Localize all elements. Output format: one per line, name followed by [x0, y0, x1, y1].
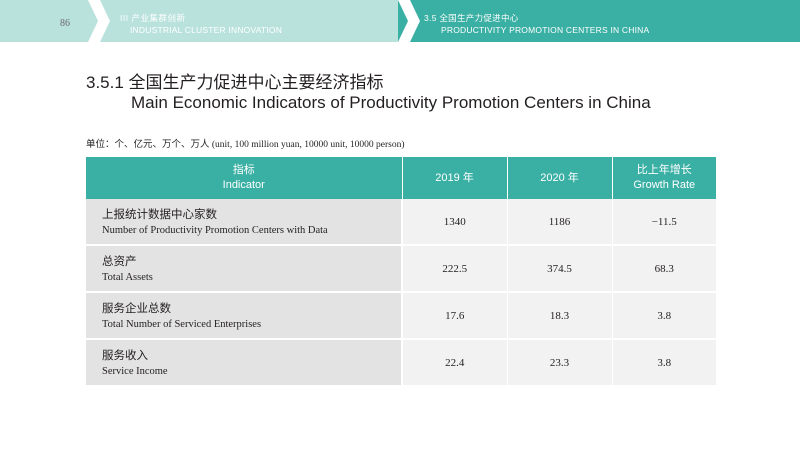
header-decoration: [88, 0, 110, 42]
table-row: 服务收入 Service Income 22.4 23.3 3.8: [86, 339, 716, 387]
chapter-title-zh: III 产业集群创新: [120, 13, 186, 23]
table-row: 服务企业总数 Total Number of Serviced Enterpri…: [86, 292, 716, 340]
cell-growth: 3.8: [612, 292, 716, 340]
cell-2019: 22.4: [402, 339, 508, 387]
cell-2020: 18.3: [507, 292, 613, 340]
table-row: 总资产 Total Assets 222.5 374.5 68.3: [86, 245, 716, 293]
page-title-en: Main Economic Indicators of Productivity…: [131, 93, 651, 112]
row-label-zh: 服务收入: [102, 347, 148, 362]
row-label-en: Number of Productivity Promotion Centers…: [102, 224, 328, 236]
row-label-en: Service Income: [102, 365, 168, 377]
header-2020: 2020 年: [507, 157, 613, 199]
row-label: 服务企业总数 Total Number of Serviced Enterpri…: [86, 292, 403, 340]
page-header: 86 III 产业集群创新 INDUSTRIAL CLUSTER INNOVAT…: [0, 0, 800, 42]
row-label: 总资产 Total Assets: [86, 245, 403, 293]
row-label-zh: 服务企业总数: [102, 300, 171, 315]
cell-growth: −11.5: [612, 199, 716, 246]
cell-growth: 3.8: [612, 339, 716, 387]
header-growth-en: Growth Rate: [633, 179, 696, 191]
page-title-zh: 3.5.1 全国生产力促进中心主要经济指标: [86, 73, 384, 92]
row-label: 服务收入 Service Income: [86, 339, 403, 387]
unit-note: 单位：个、亿元、万个、万人 (unit, 100 million yuan, 1…: [86, 140, 405, 150]
section-title-zh: 3.5 全国生产力促进中心: [424, 13, 519, 23]
row-label-zh: 上报统计数据中心家数: [102, 206, 217, 221]
header-indicator-zh: 指标: [232, 164, 255, 176]
table-header-row: 指标 Indicator 2019 年 2020 年 比上年增长 Growth …: [86, 157, 716, 199]
row-label-en: Total Assets: [102, 271, 153, 283]
header-growth: 比上年增长 Growth Rate: [612, 157, 716, 199]
row-label: 上报统计数据中心家数 Number of Productivity Promot…: [86, 199, 403, 246]
chapter-label: III 产业集群创新 INDUSTRIAL CLUSTER INNOVATION: [112, 0, 402, 42]
cell-2020: 23.3: [507, 339, 613, 387]
header-2019: 2019 年: [402, 157, 508, 199]
header-indicator-en: Indicator: [222, 179, 265, 191]
cell-2020: 1186: [507, 199, 613, 246]
cell-2019: 17.6: [402, 292, 508, 340]
row-label-zh: 总资产: [102, 253, 137, 268]
chapter-title-en: INDUSTRIAL CLUSTER INNOVATION: [130, 25, 283, 35]
page-number: 86: [60, 18, 70, 29]
table-row: 上报统计数据中心家数 Number of Productivity Promot…: [86, 199, 716, 246]
row-label-en: Total Number of Serviced Enterprises: [102, 318, 262, 330]
cell-2020: 374.5: [507, 245, 613, 293]
cell-growth: 68.3: [612, 245, 716, 293]
section-title-en: PRODUCTIVITY PROMOTION CENTERS IN CHINA: [441, 25, 650, 35]
section-chevron: [398, 0, 420, 42]
cell-2019: 222.5: [402, 245, 508, 293]
section-label: 3.5 全国生产力促进中心 PRODUCTIVITY PROMOTION CEN…: [398, 0, 800, 42]
header-indicator: 指标 Indicator: [86, 157, 403, 199]
header-growth-zh: 比上年增长: [636, 164, 692, 176]
indicators-table: 指标 Indicator 2019 年 2020 年 比上年增长 Growth …: [86, 157, 716, 387]
cell-2019: 1340: [402, 199, 508, 246]
